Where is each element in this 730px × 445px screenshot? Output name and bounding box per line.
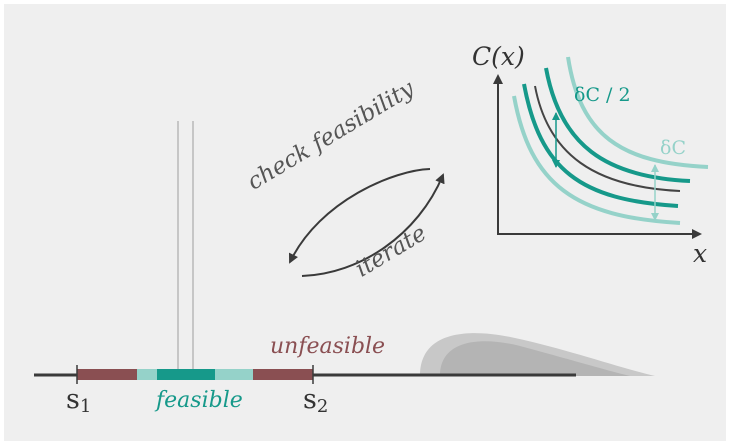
s1-label: s1 <box>66 386 91 416</box>
delta-c-half-label: δC / 2 <box>574 86 631 105</box>
s1-subscript: 1 <box>80 396 91 417</box>
s1-base: s <box>66 384 80 415</box>
unfeasible-segment-right <box>253 369 313 380</box>
inset-x-axis-label: x <box>693 241 707 266</box>
unfeasible-segment-left <box>77 369 137 380</box>
feasible-label: feasible <box>156 390 243 412</box>
feasible-segment-core <box>157 369 215 380</box>
s2-label: s2 <box>303 386 328 416</box>
delta-c-label: δC <box>660 139 686 158</box>
s2-base: s <box>303 384 317 415</box>
s2-subscript: 2 <box>317 396 328 417</box>
inset-y-axis-label: C(x) <box>472 44 525 69</box>
unfeasible-label: unfeasible <box>270 336 385 358</box>
